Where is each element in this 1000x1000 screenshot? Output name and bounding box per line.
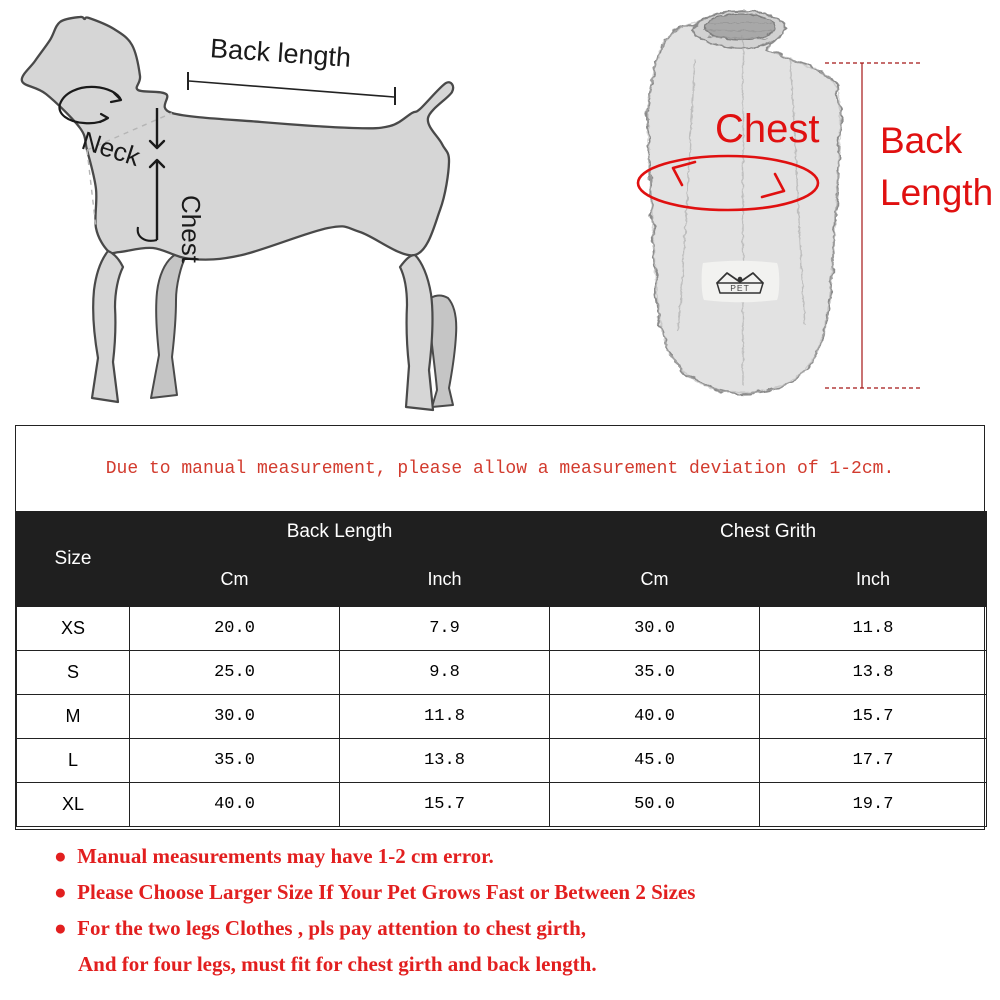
svg-text:Chest: Chest	[176, 195, 206, 264]
svg-text:Chest: Chest	[715, 107, 820, 151]
svg-text:Back: Back	[880, 120, 963, 161]
svg-text:Length: Length	[880, 172, 993, 213]
svg-text:PET: PET	[730, 283, 750, 293]
svg-text:Back length: Back length	[209, 33, 352, 73]
